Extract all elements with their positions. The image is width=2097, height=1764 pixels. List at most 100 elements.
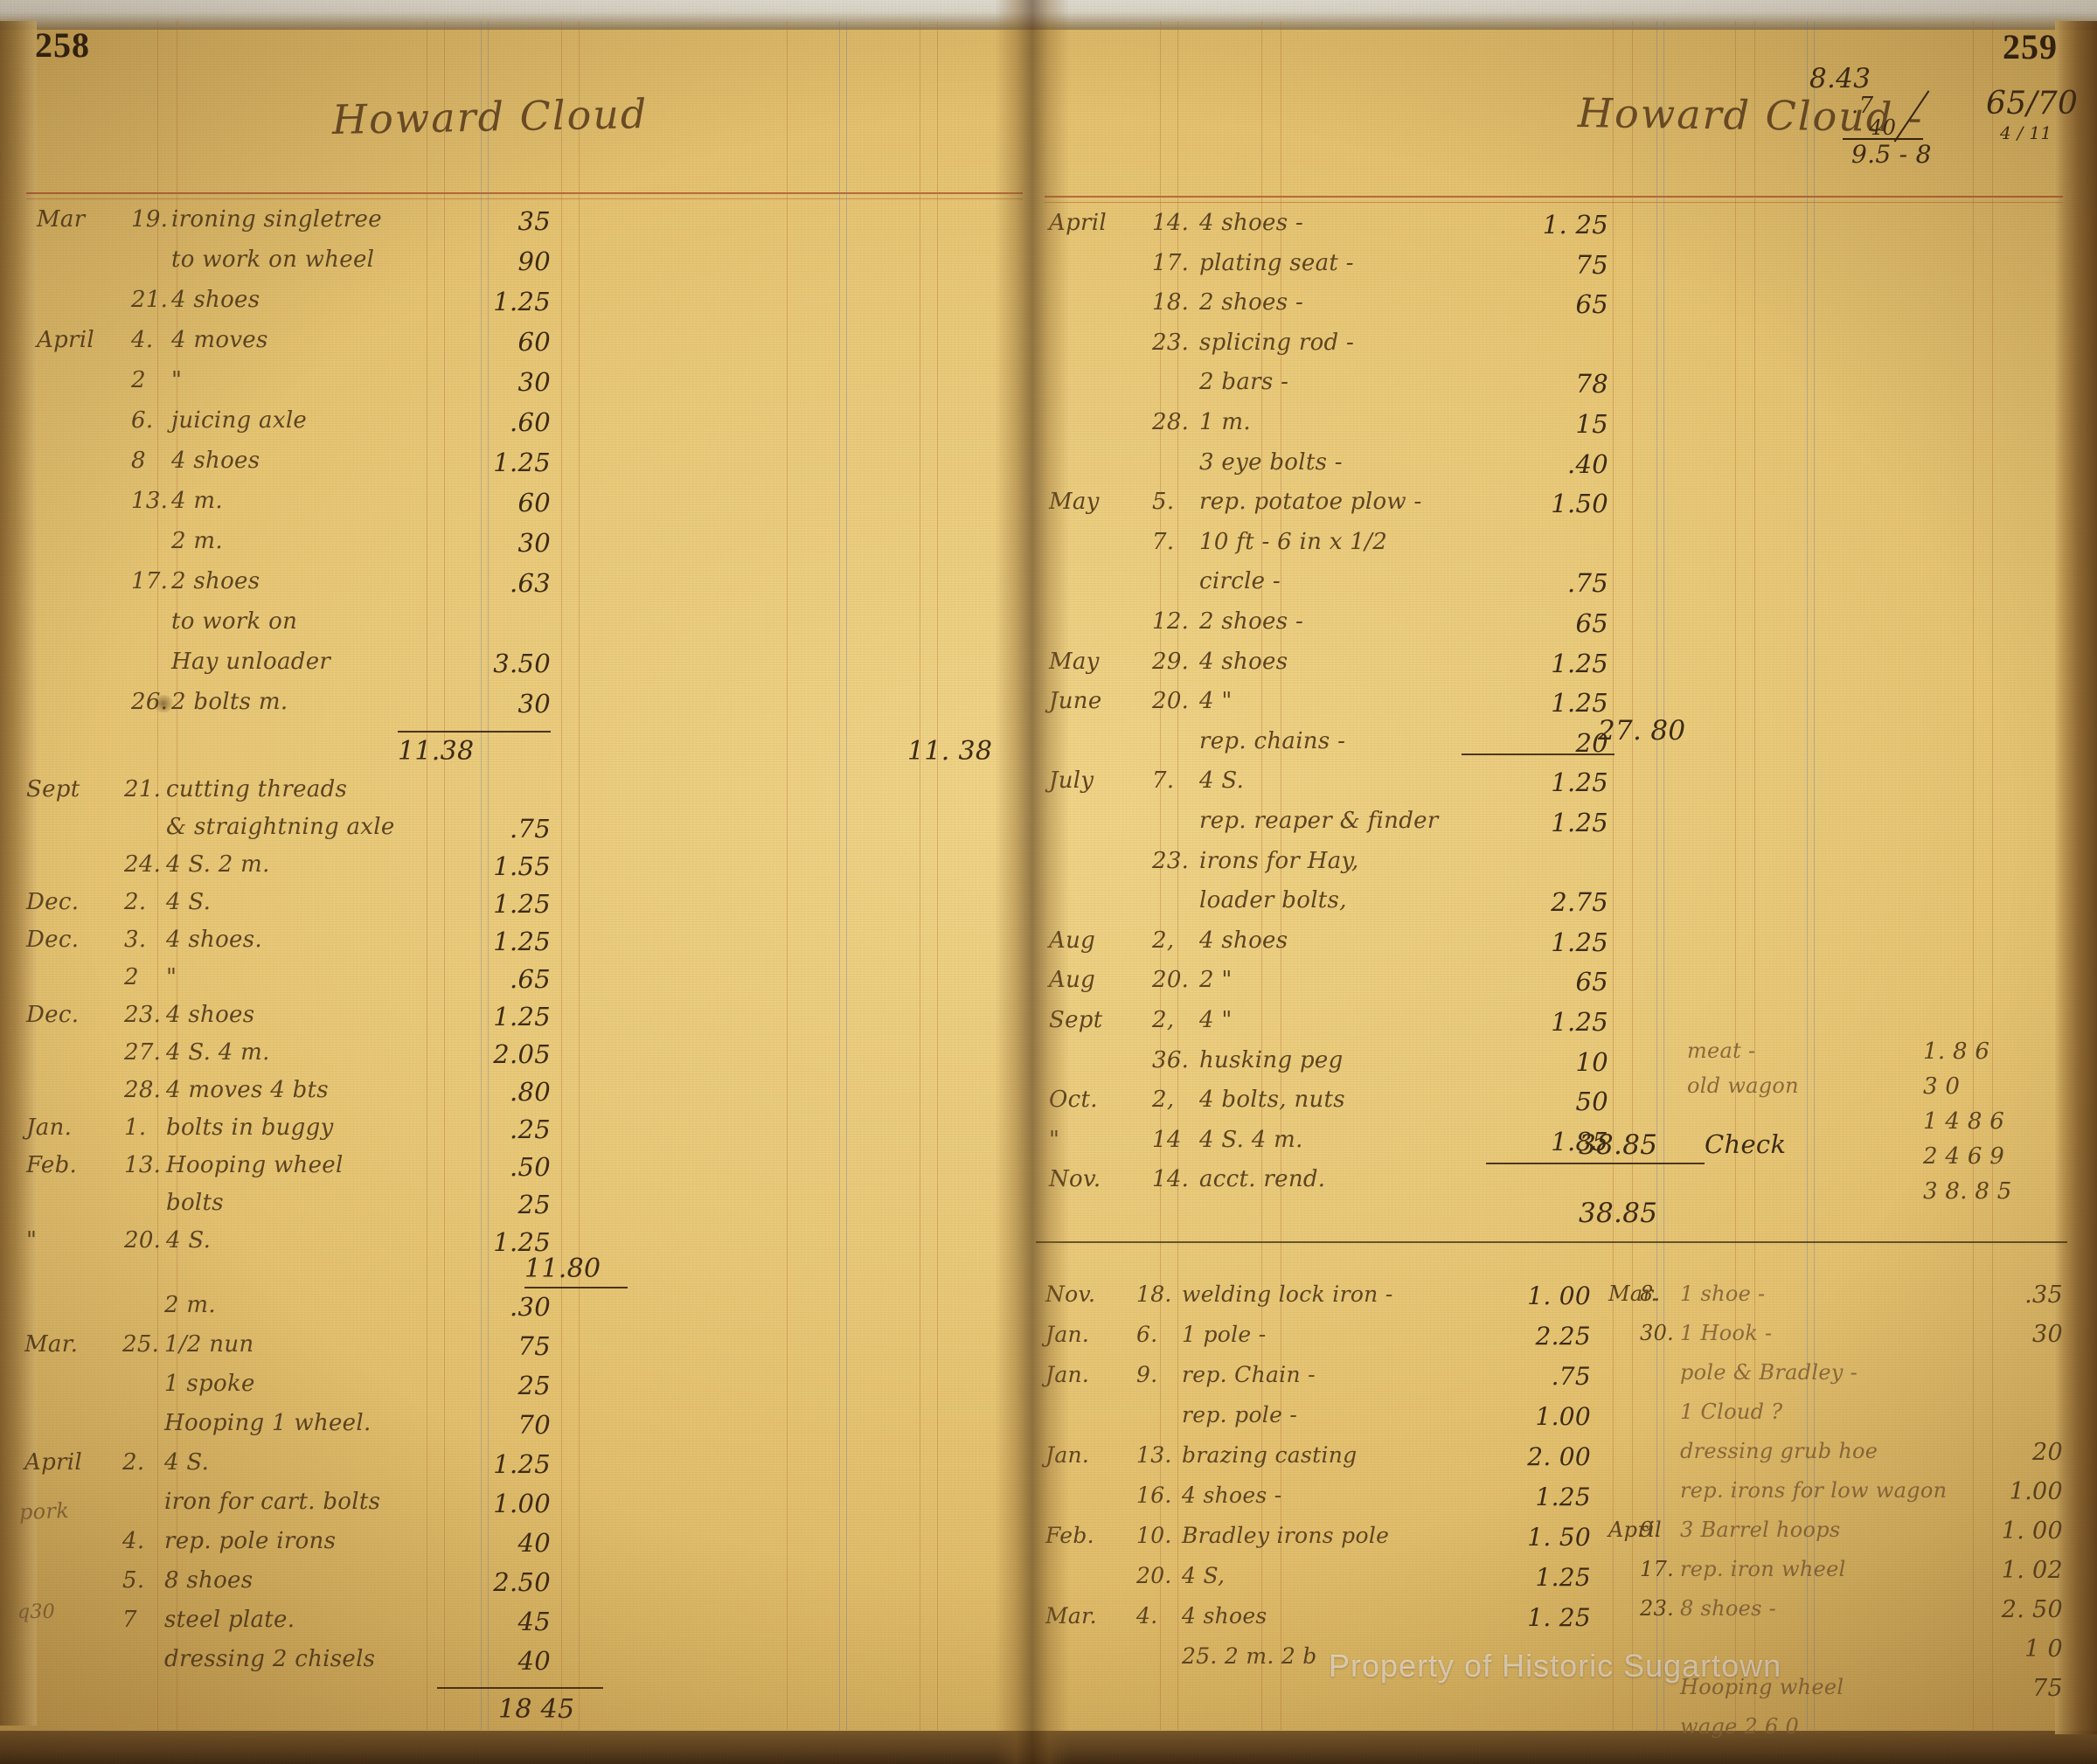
entry-description: 8 shoes - (1680, 1596, 1777, 1621)
entry-description: bolts in buggy (166, 1115, 334, 1141)
entry-day: 9. (1136, 1362, 1158, 1387)
right-check-label: Check (1705, 1129, 1787, 1159)
entry-amount: 2.75 (1551, 887, 1608, 918)
entry-description: 4 moves (171, 327, 268, 353)
entry-day: 18. (1152, 289, 1190, 316)
entry-amount: 1.25 (1551, 767, 1608, 798)
entry-amount: 1. 50 (1527, 1523, 1591, 1552)
entry-description: 2 shoes - (1199, 608, 1304, 635)
left-margin-note-q30: q30 (17, 1601, 55, 1623)
entry-description: 2 m. (164, 1292, 216, 1318)
entry-description: splicing rod - (1199, 329, 1355, 356)
entry-description: cutting threads (166, 776, 348, 802)
entry-description: rep. iron wheel (1680, 1557, 1846, 1581)
entry-day: 4. (122, 1528, 145, 1554)
entry-day: 28. (1152, 409, 1190, 435)
entry-day: 10. (1136, 1523, 1172, 1548)
entry-amount: 2.05 (493, 1039, 551, 1069)
left-page-edge (0, 21, 37, 1726)
entry-description: 4 m. (171, 488, 223, 514)
entry-day: 1. (124, 1115, 147, 1141)
right-section-divider (1036, 1241, 2067, 1243)
entry-day: 19. (131, 206, 169, 233)
side-column-label: meat - (1687, 1038, 1756, 1063)
entry-day: 30. (1640, 1321, 1675, 1345)
entry-description: 2 shoes - (1199, 289, 1304, 316)
entry-amount: 2.50 (493, 1567, 551, 1597)
left-margin-note-pork: pork (18, 1498, 70, 1524)
entry-description: rep. Chain - (1182, 1362, 1316, 1387)
right-total-rendered: 38.85 (1579, 1198, 1658, 1229)
entry-amount: 30 (517, 689, 551, 719)
entry-description: 4 S. 4 m. (1199, 1126, 1303, 1153)
entry-amount: 1 0 (2024, 1636, 2063, 1663)
entry-description: 4 shoes (171, 287, 260, 313)
entry-day: 20. (1136, 1563, 1172, 1588)
entry-amount: 1.00 (2009, 1478, 2063, 1505)
entry-month: April (1608, 1517, 1663, 1542)
entry-amount: .60 (509, 407, 551, 437)
entry-description: acct. rend. (1199, 1166, 1326, 1193)
entry-description: 4 S, (1182, 1563, 1226, 1588)
right-page-number: 259 (2003, 27, 2058, 66)
entry-description: 3 eye bolts - (1199, 448, 1343, 476)
entry-description: 1 spoke (164, 1371, 255, 1397)
entry-day: 6. (1136, 1322, 1158, 1347)
entry-day: 36. (1152, 1046, 1190, 1073)
entry-description: 2 bolts m. (171, 689, 288, 715)
entry-amount: 1. 02 (2001, 1557, 2063, 1584)
entry-month: Nov. (1049, 1166, 1101, 1193)
left-bottom-rule (437, 1687, 603, 1689)
entry-description: Bradley irons pole (1182, 1523, 1390, 1548)
entry-description: 2 bars - (1199, 369, 1289, 396)
entry-description: 4 bolts, nuts (1199, 1087, 1345, 1114)
entry-description: wage 2 6 0 (1680, 1714, 1800, 1739)
entry-amount: 1.25 (493, 889, 551, 919)
entry-amount: 2.25 (1535, 1322, 1591, 1351)
entry-amount: 60 (517, 488, 551, 517)
entry-amount: 65 (1575, 608, 1608, 638)
entry-day: 5. (122, 1567, 145, 1594)
side-column-label: old wagon (1687, 1073, 1799, 1098)
entry-description: juicing axle (171, 407, 308, 434)
entry-month: May (1049, 648, 1100, 675)
entry-description: 4 S. (166, 1227, 212, 1254)
entry-day: 2 (124, 964, 139, 990)
watermark-text: Property of Historic Sugartown (1329, 1648, 1782, 1684)
entry-description: 4 shoes. (166, 927, 262, 953)
entry-day: 13. (124, 1152, 162, 1178)
entry-month: " (26, 1227, 38, 1254)
entry-day: 7 (122, 1607, 137, 1633)
entry-description: brazing casting (1182, 1442, 1357, 1468)
entry-day: 2, (1152, 927, 1175, 954)
entry-amount: 78 (1575, 369, 1608, 399)
left-subtotal-2: 11.80 (524, 1254, 601, 1284)
entry-description: dressing grub hoe (1680, 1439, 1878, 1463)
entry-day: 5. (1152, 489, 1175, 516)
entry-description: 4 S. (166, 889, 212, 915)
entry-amount: 1.25 (493, 448, 551, 477)
entry-amount: 1.25 (1535, 1563, 1591, 1592)
right-running-total-2: 38.85 (1579, 1129, 1658, 1161)
entry-month: April (1049, 210, 1107, 236)
entry-description: Hooping wheel (166, 1152, 344, 1178)
entry-day: 14. (1152, 210, 1190, 236)
entry-month: Jan. (1045, 1442, 1090, 1468)
entry-day: 23. (1152, 847, 1190, 874)
entry-day: 14 (1152, 1126, 1182, 1153)
entry-amount: 1.25 (1551, 1007, 1608, 1037)
entry-amount: 20 (2032, 1439, 2063, 1466)
entry-day: 2. (122, 1449, 145, 1476)
entry-description: 4 S. 4 m. (166, 1039, 270, 1066)
entry-description: 1 shoe - (1680, 1281, 1766, 1306)
entry-description: 25. 2 m. 2 b (1182, 1643, 1317, 1669)
entry-amount: .40 (1566, 448, 1608, 479)
entry-amount: 1. 25 (1542, 210, 1608, 240)
entry-description: 1 pole - (1182, 1322, 1267, 1347)
entry-amount: 1. 00 (2001, 1517, 2063, 1545)
entry-day: 17. (131, 568, 169, 594)
entry-description: 3 Barrel hoops (1680, 1517, 1841, 1542)
entry-description: bolts (166, 1190, 224, 1216)
entry-amount: 1.25 (1551, 808, 1608, 837)
